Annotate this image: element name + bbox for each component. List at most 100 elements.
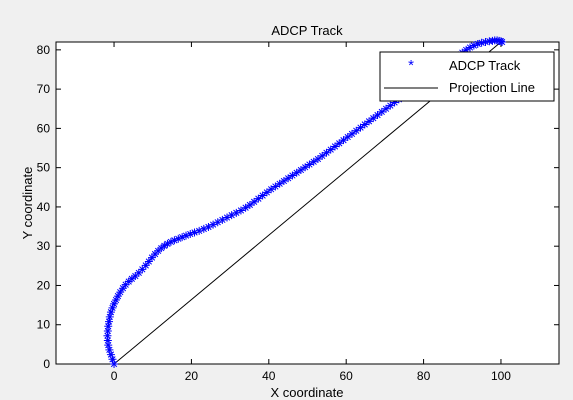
track-point <box>245 200 254 209</box>
track-point <box>313 155 322 164</box>
track-point <box>288 171 297 180</box>
y-tick-label: 30 <box>37 239 51 253</box>
track-point <box>386 101 395 110</box>
track-point <box>106 308 115 317</box>
track-point <box>335 139 344 148</box>
track-point <box>390 98 399 107</box>
track-point <box>466 43 475 52</box>
track-point <box>382 104 391 113</box>
y-tick-label: 70 <box>37 82 51 96</box>
track-point <box>377 107 386 116</box>
x-tick-label: 20 <box>185 369 199 383</box>
track-point <box>113 292 122 301</box>
track-point <box>104 341 113 350</box>
track-point <box>127 274 136 283</box>
track-point <box>322 148 331 157</box>
track-point <box>275 179 284 188</box>
chart-title: ADCP Track <box>271 23 343 38</box>
track-point <box>195 226 204 235</box>
y-tick-label: 20 <box>37 278 51 292</box>
track-point <box>330 142 339 151</box>
track-point <box>204 222 213 231</box>
x-axis-label: X coordinate <box>271 385 344 400</box>
track-point <box>326 145 335 154</box>
track-point <box>124 277 133 286</box>
track-point <box>141 261 150 270</box>
track-point <box>241 203 250 212</box>
track-point <box>178 233 187 242</box>
y-axis-ticks: 0 10 20 30 40 50 60 70 80 <box>37 43 559 371</box>
track-point <box>271 182 280 191</box>
y-tick-label: 0 <box>43 357 50 371</box>
track-point <box>232 208 241 217</box>
track-point <box>356 123 365 132</box>
track-point <box>258 191 267 200</box>
legend: * ADCP Track Projection Line <box>379 51 555 102</box>
track-point <box>174 234 183 243</box>
track-point <box>481 38 490 46</box>
track-point <box>339 136 348 145</box>
track-point <box>267 185 276 194</box>
track-point <box>284 174 293 183</box>
track-point <box>131 272 140 281</box>
track-point <box>223 213 232 222</box>
y-tick-label: 50 <box>37 161 51 175</box>
track-point <box>166 237 175 246</box>
track-point <box>144 257 153 266</box>
track-point <box>254 194 263 203</box>
track-point <box>103 336 112 345</box>
track-point <box>347 129 356 138</box>
track-point <box>352 126 361 135</box>
track-point <box>296 166 305 175</box>
track-point <box>110 360 119 368</box>
track-point <box>106 350 115 359</box>
track-point <box>157 244 166 253</box>
track-point <box>147 253 156 262</box>
track-point <box>262 188 271 197</box>
track-point <box>309 157 318 166</box>
x-tick-label: 80 <box>417 369 431 383</box>
track-point <box>469 41 478 50</box>
legend-box <box>379 51 555 102</box>
track-point <box>360 120 369 129</box>
track-point <box>318 151 327 160</box>
track-point <box>227 211 236 220</box>
track-point <box>369 114 378 123</box>
track-point <box>116 288 125 297</box>
track-point <box>190 228 199 237</box>
track-point <box>151 250 160 259</box>
x-axis-ticks: 0 20 40 60 80 100 <box>111 42 511 383</box>
track-point <box>110 299 119 308</box>
track-point <box>163 239 172 248</box>
track-point <box>105 312 114 321</box>
track-point <box>301 163 310 172</box>
track-point <box>104 322 113 331</box>
track-point <box>279 177 288 186</box>
x-tick-label: 40 <box>262 369 276 383</box>
y-tick-label: 60 <box>37 121 51 135</box>
track-point <box>213 218 222 227</box>
track-point <box>154 246 163 255</box>
track-point <box>343 133 352 142</box>
track-point <box>305 160 314 169</box>
track-point <box>105 317 114 326</box>
x-tick-label: 60 <box>340 369 354 383</box>
track-point <box>111 295 120 304</box>
track-point <box>473 39 482 48</box>
track-point <box>373 111 382 120</box>
y-tick-label: 40 <box>37 200 51 214</box>
track-point <box>182 231 191 240</box>
track-point <box>199 224 208 233</box>
track-point <box>170 236 179 245</box>
track-point <box>103 331 112 340</box>
track-point <box>218 215 227 224</box>
track-point <box>138 265 147 274</box>
track-point <box>121 280 130 289</box>
track-point <box>292 168 301 177</box>
legend-label-projection-line: Projection Line <box>449 80 535 95</box>
track-point <box>103 327 112 336</box>
track-point <box>498 38 507 46</box>
y-tick-label: 10 <box>37 318 51 332</box>
